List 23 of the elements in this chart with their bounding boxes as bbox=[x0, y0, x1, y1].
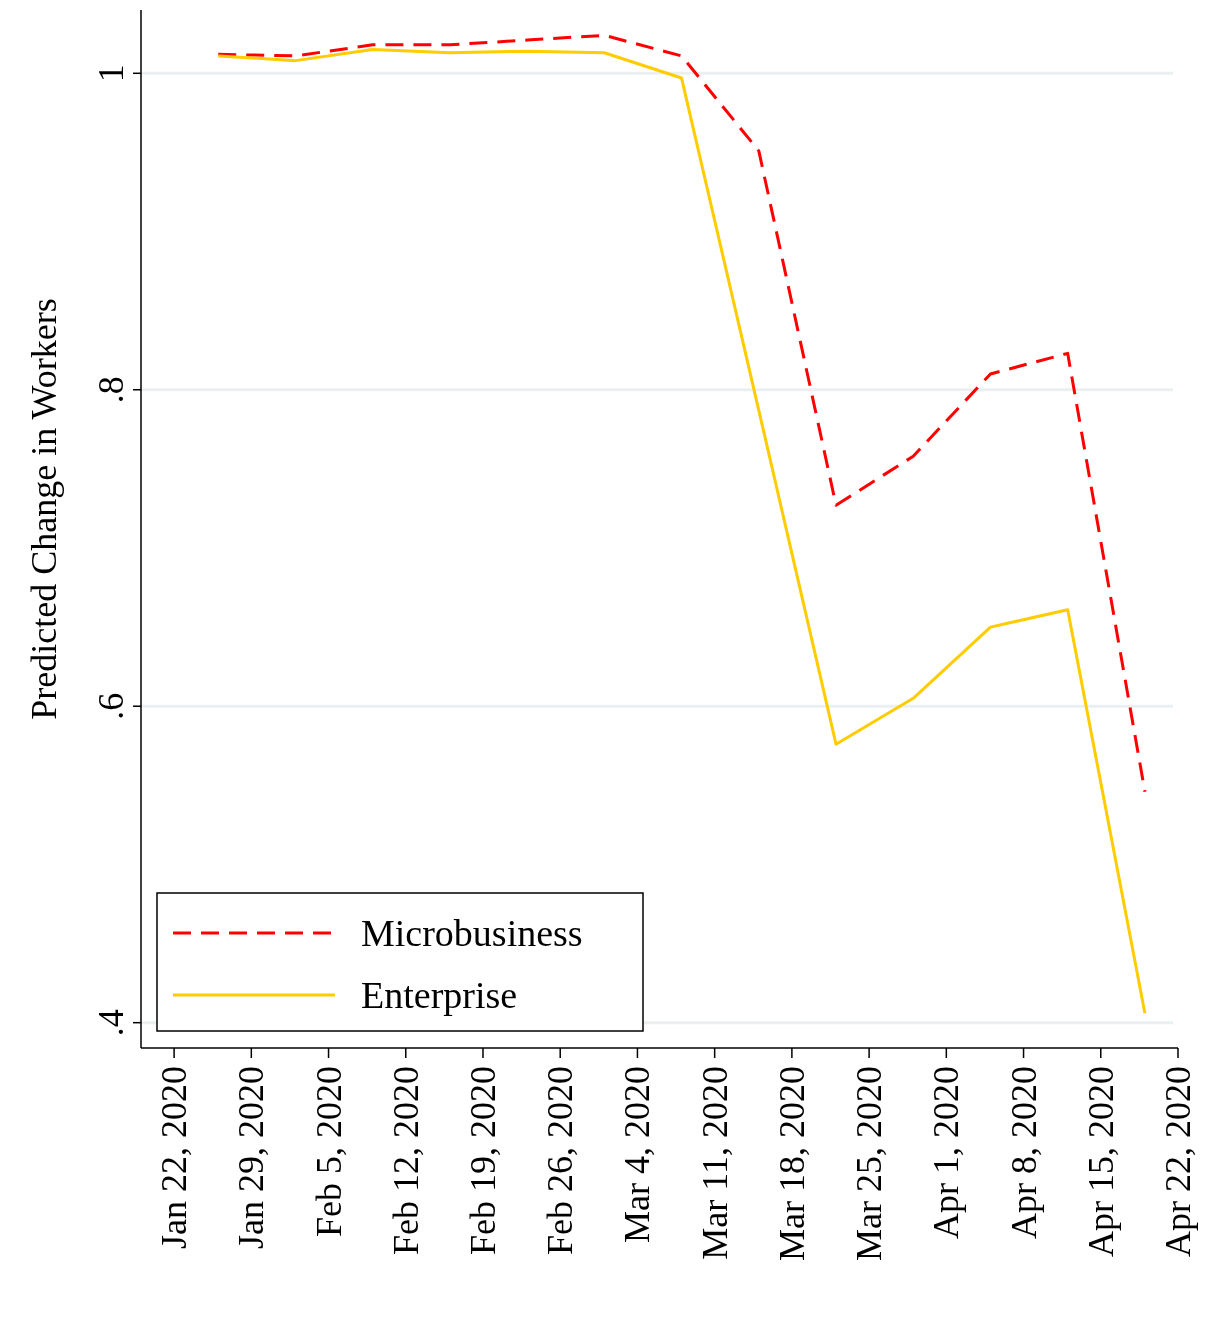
y-tick-label: .8 bbox=[91, 376, 131, 404]
x-tick-label: Jan 22, 2020 bbox=[154, 1066, 195, 1249]
line-series bbox=[216, 33, 1147, 794]
x-tick-label: Feb 19, 2020 bbox=[462, 1066, 503, 1255]
x-tick-label: Feb 26, 2020 bbox=[540, 1066, 581, 1255]
x-tick-label: Apr 8, 2020 bbox=[1003, 1066, 1044, 1239]
line-series bbox=[216, 48, 1147, 1015]
legend-label: Microbusiness bbox=[361, 912, 583, 954]
y-axis-title: Predicted Change in Workers bbox=[24, 298, 64, 720]
x-tick-label: Apr 22, 2020 bbox=[1158, 1066, 1198, 1257]
y-tick-label: .4 bbox=[91, 1009, 131, 1037]
x-tick-label: Mar 18, 2020 bbox=[771, 1066, 812, 1261]
legend-label: Enterprise bbox=[361, 974, 518, 1016]
y-tick-label: .6 bbox=[91, 692, 131, 720]
x-tick-label: Mar 25, 2020 bbox=[849, 1066, 890, 1261]
x-tick-label: Apr 1, 2020 bbox=[926, 1066, 967, 1239]
x-tick-label: Jan 29, 2020 bbox=[231, 1066, 272, 1249]
x-tick-label: Mar 11, 2020 bbox=[694, 1066, 735, 1260]
x-tick-label: Feb 5, 2020 bbox=[308, 1066, 349, 1237]
x-tick-label: Mar 4, 2020 bbox=[617, 1066, 658, 1243]
y-tick-label: 1 bbox=[91, 64, 131, 83]
x-tick-label: Feb 12, 2020 bbox=[385, 1066, 426, 1255]
x-tick-label: Apr 15, 2020 bbox=[1080, 1066, 1121, 1257]
